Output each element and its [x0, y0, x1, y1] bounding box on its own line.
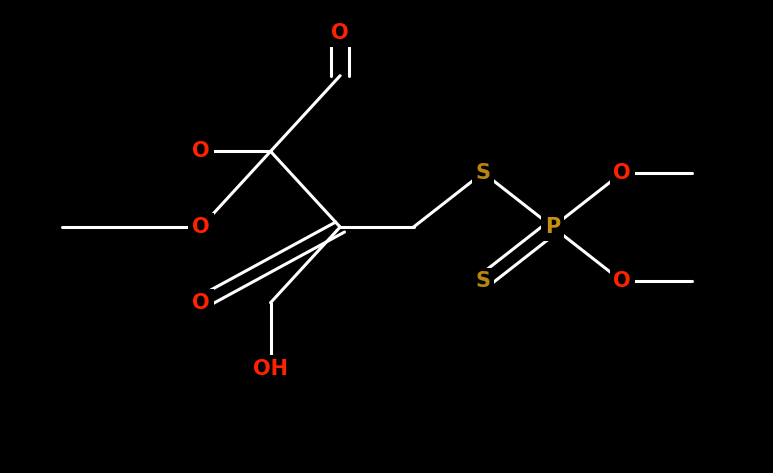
Text: S: S [475, 272, 491, 291]
Text: O: O [192, 141, 209, 161]
Text: O: O [614, 163, 631, 183]
Text: OH: OH [253, 359, 288, 379]
Text: P: P [545, 217, 560, 237]
Text: O: O [192, 217, 209, 237]
Text: O: O [192, 293, 209, 313]
Text: O: O [332, 23, 349, 43]
Text: S: S [475, 163, 491, 183]
Text: O: O [614, 272, 631, 291]
